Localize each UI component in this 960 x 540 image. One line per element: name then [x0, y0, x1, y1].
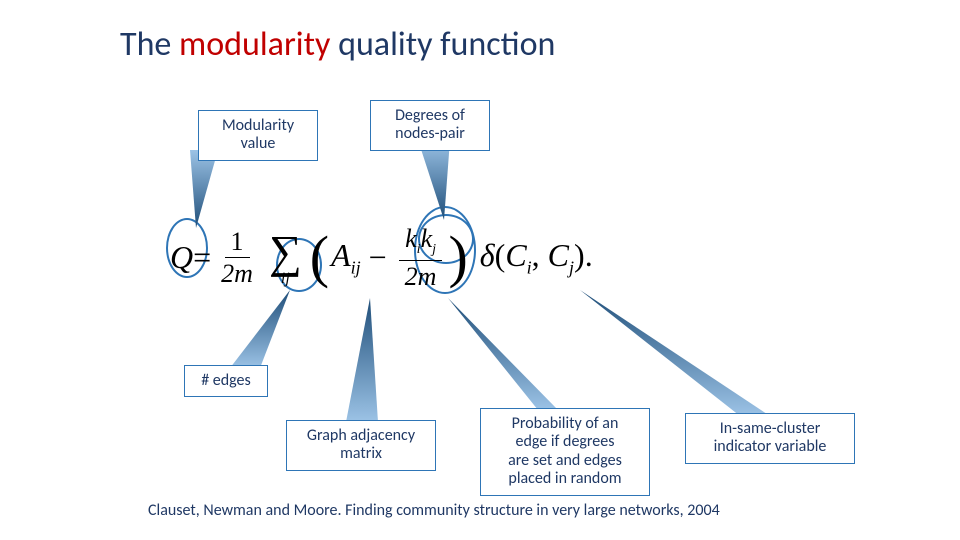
formula-sum: ∑ ij — [269, 229, 302, 287]
arrow-edges — [230, 290, 300, 368]
callout-probability-label: Probability of anedge if degreesare set … — [508, 414, 622, 488]
formula-delta: δ(Ci, Cj). — [480, 237, 593, 278]
callout-modularity: Modularityvalue — [198, 110, 318, 161]
callout-edges-label: # edges — [201, 371, 251, 390]
callout-modularity-label: Modularityvalue — [222, 116, 294, 153]
formula-eq: = — [193, 239, 211, 276]
title-pre: The — [120, 24, 179, 65]
lparen: ( — [310, 234, 329, 280]
formula-frac1: 1 2m — [215, 228, 259, 288]
callout-edges: # edges — [184, 365, 268, 397]
frac2-den: 2m — [399, 261, 443, 290]
formula-Q: Q — [170, 239, 193, 276]
arrow-adjacency — [340, 298, 400, 422]
callout-degrees: Degrees ofnodes-pair — [370, 100, 490, 151]
sigma-sub: ij — [281, 271, 290, 287]
arrow-modularity — [178, 150, 228, 228]
frac2-num: kikj — [399, 225, 442, 261]
sigma-icon: ∑ — [269, 229, 302, 275]
callout-indicator: In-same-clusterindicator variable — [685, 413, 855, 464]
frac1-num: 1 — [225, 228, 250, 258]
callout-probability: Probability of anedge if degreesare set … — [480, 408, 650, 496]
arrow-probability — [448, 298, 558, 410]
slide-title: The modularity quality function — [120, 24, 555, 65]
arrow-indicator — [580, 290, 770, 416]
title-post: quality function — [330, 24, 555, 65]
callout-degrees-label: Degrees ofnodes-pair — [395, 106, 465, 143]
callout-adjacency: Graph adjacencymatrix — [286, 420, 436, 471]
callout-indicator-label: In-same-clusterindicator variable — [714, 419, 827, 456]
callout-adjacency-label: Graph adjacencymatrix — [307, 426, 415, 463]
modularity-formula: Q = 1 2m ∑ ij ( Aij − kikj 2m ) δ(Ci, Cj… — [170, 225, 593, 290]
frac1-den: 2m — [215, 258, 259, 287]
citation-text: Clauset, Newman and Moore. Finding commu… — [148, 501, 720, 520]
formula-minus: − — [369, 239, 387, 276]
formula-frac2: kikj 2m — [399, 225, 443, 290]
rparen: ) — [448, 234, 467, 280]
formula-Aij: Aij — [331, 237, 361, 278]
title-accent: modularity — [179, 24, 330, 65]
